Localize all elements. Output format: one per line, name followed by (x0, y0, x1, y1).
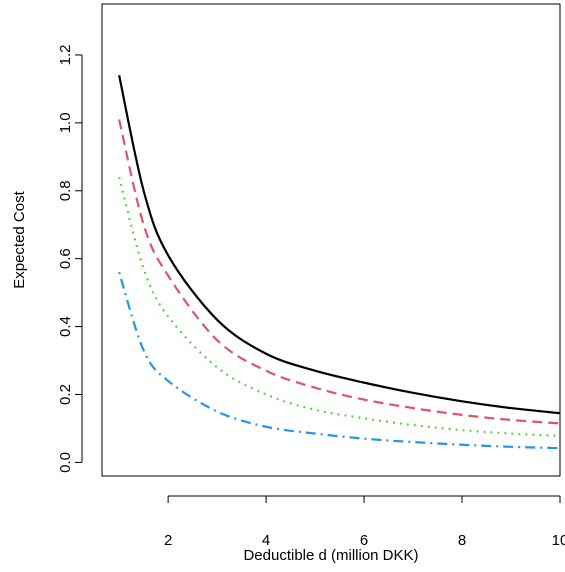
x-axis-label: Deductible d (million DKK) (243, 547, 418, 564)
series-line-1 (118, 75, 561, 415)
series-layer (118, 75, 561, 450)
x-axis: 2 4 6 8 10 (164, 495, 565, 549)
y-tick-label: 1.2 (57, 45, 74, 66)
y-tick-label: 0.4 (57, 316, 74, 337)
y-tick-label: 0.6 (57, 248, 74, 269)
plot-frame (101, 3, 561, 477)
x-tick-label: 8 (458, 532, 466, 549)
x-tick-label: 6 (360, 532, 368, 549)
x-tick-label: 4 (262, 532, 270, 549)
series-line-4 (118, 271, 561, 450)
series-line-2 (118, 119, 561, 425)
y-tick-label: 0.8 (57, 180, 74, 201)
y-axis-label: Expected Cost (11, 190, 28, 288)
y-tick-label: 1.0 (57, 112, 74, 133)
x-tick-label: 2 (164, 532, 172, 549)
y-tick-label: 0.2 (57, 384, 74, 405)
x-tick-label: 10 (552, 532, 565, 549)
y-axis: 0.0 0.2 0.4 0.6 0.8 1.0 1.2 (57, 45, 83, 473)
series-line-3 (118, 176, 561, 438)
y-tick-label: 0.0 (57, 452, 74, 473)
